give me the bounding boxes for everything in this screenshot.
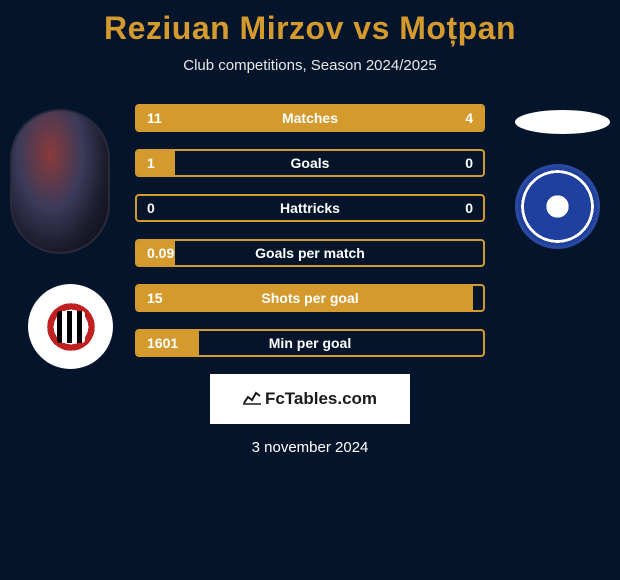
fctables-logo: FcTables.com	[210, 374, 410, 424]
club-badge-left	[28, 284, 113, 369]
stat-label: Goals	[291, 155, 330, 171]
bar-left-fill	[137, 151, 175, 175]
stat-label: Goals per match	[255, 245, 365, 261]
stat-label: Shots per goal	[261, 290, 358, 306]
footer-date: 3 november 2024	[0, 439, 620, 456]
player-photo-right-placeholder	[515, 110, 610, 134]
stat-row: 1 Goals 0	[135, 149, 485, 177]
subtitle: Club competitions, Season 2024/2025	[0, 57, 620, 74]
stat-row: 1601 Min per goal	[135, 329, 485, 357]
stat-value-left: 0	[147, 200, 155, 216]
stat-row: 0 Hattricks 0	[135, 194, 485, 222]
stat-value-left: 11	[147, 110, 162, 126]
stats-bars: 11 Matches 4 1 Goals 0 0 Hattricks 0 0.0…	[135, 104, 485, 357]
stat-value-right: 0	[465, 200, 473, 216]
stat-label: Hattricks	[280, 200, 340, 216]
stat-value-left: 1601	[147, 335, 178, 351]
logo-text: FcTables.com	[265, 389, 377, 409]
player-photo-left	[10, 109, 110, 254]
club-badge-stripes-icon	[57, 311, 85, 343]
stat-row: 11 Matches 4	[135, 104, 485, 132]
chart-icon	[243, 389, 261, 410]
stat-value-right: 0	[465, 155, 473, 171]
bar-left-fill	[137, 106, 379, 130]
stat-label: Min per goal	[269, 335, 351, 351]
club-badge-left-inner	[36, 292, 106, 362]
stat-value-right: 4	[465, 110, 473, 126]
club-badge-right	[515, 164, 600, 249]
stat-value-left: 0.09	[147, 245, 174, 261]
stat-label: Matches	[282, 110, 338, 126]
content-area: 11 Matches 4 1 Goals 0 0 Hattricks 0 0.0…	[0, 104, 620, 456]
stat-row: 15 Shots per goal	[135, 284, 485, 312]
page-title: Reziuan Mirzov vs Moțpan	[0, 0, 620, 47]
stat-row: 0.09 Goals per match	[135, 239, 485, 267]
stat-value-left: 15	[147, 290, 163, 306]
stat-value-left: 1	[147, 155, 155, 171]
